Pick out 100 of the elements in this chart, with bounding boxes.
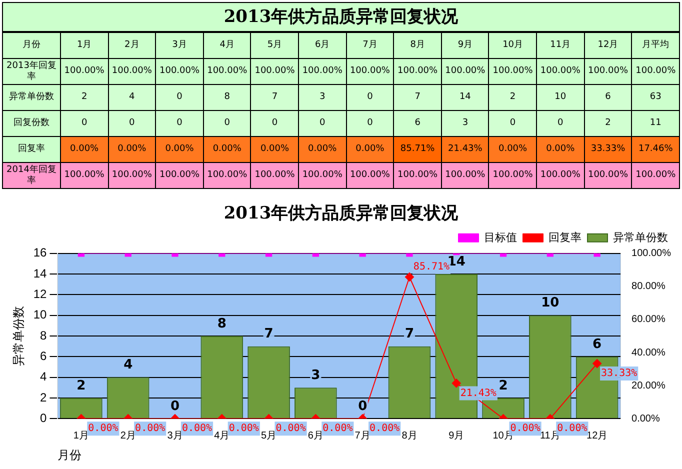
x-tick-label: 6月 [308, 430, 324, 442]
x-tick-label: 12月 [586, 430, 608, 442]
point [452, 378, 461, 388]
data-label: 100.00% [441, 58, 489, 84]
data-label: 3 [441, 110, 489, 136]
data-label: 6 [584, 84, 632, 110]
data-label: 0.00% [346, 136, 394, 162]
legend-label: 异常单份数 [613, 230, 668, 244]
y-tick-label: 12 [33, 287, 48, 302]
data-label: 0.00% [156, 136, 204, 162]
x-axis-title: 月份 [58, 448, 82, 462]
x-tick-label: 5月 [261, 430, 277, 442]
data-label: 100.00% [108, 58, 156, 84]
x-tick-label: 4月 [214, 430, 230, 442]
data-label: 85.71% [413, 262, 450, 273]
data-label: 0.00% [108, 136, 156, 162]
data-label: 100.00% [584, 58, 632, 84]
data-label: 33.33% [584, 136, 632, 162]
x-tick-label: 5月 [250, 32, 299, 58]
y-tick-label: 6 [40, 348, 48, 363]
x-tick-label: 4月 [203, 32, 251, 58]
data-label: 100.00% [441, 162, 489, 188]
data-label: 10 [536, 84, 584, 110]
x-tick-label: 3月 [156, 32, 204, 58]
data-label: 100.00% [536, 58, 584, 84]
data-label: 0.00% [322, 423, 353, 434]
x-tick-label: 8月 [394, 32, 442, 58]
point [592, 359, 602, 368]
data-label: 63 [632, 84, 680, 110]
y-tick-label: 回复份数 [2, 110, 60, 136]
x-tick-label: 9月 [441, 32, 489, 58]
y2-tick-label: 40.00% [632, 347, 666, 358]
data-label: 0.00% [250, 136, 299, 162]
data-label: 17.46% [632, 136, 680, 162]
x-tick-label: 月平均 [632, 32, 680, 58]
y-tick-label: 10 [33, 308, 48, 322]
data-label: 0 [156, 110, 204, 136]
x-tick-label: 8月 [402, 430, 418, 442]
x-tick-label: 2月 [108, 32, 156, 58]
data-label: 0.00% [370, 423, 400, 434]
data-label: 0 [203, 110, 251, 136]
data-label: 0.00% [60, 136, 108, 162]
data-label: 0.00% [182, 423, 212, 434]
x-tick-label: 11月 [536, 32, 584, 58]
data-label: 100.00% [298, 162, 346, 188]
data-label: 0 [358, 398, 368, 414]
data-label: 100.00% [156, 162, 204, 188]
data-label: 0 [536, 110, 584, 136]
data-label: 100.00% [60, 58, 108, 84]
data-label: 100.00% [584, 162, 632, 188]
y-tick-label: 回复率 [2, 136, 60, 162]
data-label: 6 [394, 110, 442, 136]
data-label: 4 [108, 84, 156, 110]
y2-tick-label: 0.00% [632, 413, 660, 424]
data-label: 10 [541, 296, 560, 311]
data-label: 100.00% [346, 58, 394, 84]
data-label: 0 [346, 110, 394, 136]
data-label: 0.00% [228, 423, 259, 434]
y-tick-label: 14 [33, 266, 48, 280]
data-label: 2 [488, 84, 537, 110]
y2-tick-label: 80.00% [632, 281, 666, 292]
data-label: 0.00% [298, 136, 346, 162]
y2-tick-label: 100.00% [632, 248, 672, 260]
data-label: 100.00% [156, 58, 204, 84]
x-tick-label: 2月 [120, 430, 136, 442]
data-label: 0.00% [536, 136, 584, 162]
data-label: 21.43% [460, 388, 496, 399]
data-label: 100.00% [298, 58, 346, 84]
data-label: 2 [76, 378, 86, 394]
data-label: 2 [584, 110, 632, 136]
x-tick-label: 12月 [584, 32, 632, 58]
data-label: 0.00% [135, 423, 166, 434]
data-label: 100.00% [203, 58, 251, 84]
data-label: 0 [156, 84, 204, 110]
y-tick-label: 2013年回复率 [2, 58, 60, 84]
data-label: 21.43% [441, 136, 489, 162]
y-tick-label: 16 [33, 246, 48, 260]
data-label: 100.00% [108, 162, 156, 188]
data-label: 0 [298, 110, 346, 136]
data-label: 100.00% [60, 162, 108, 188]
x-tick-label: 7月 [354, 430, 370, 442]
data-label: 100.00% [488, 162, 537, 188]
data-label: 100.00% [488, 58, 537, 84]
data-label: 14 [441, 84, 489, 110]
x-tick-label: 1月 [60, 32, 108, 58]
data-label: 100.00% [632, 162, 680, 188]
point [404, 272, 414, 282]
data-label: 8 [203, 84, 251, 110]
data-label: 100.00% [250, 162, 299, 188]
chart-title: 2013年供方品质异常回复状况 [2, 2, 680, 32]
data-label: 0 [170, 398, 180, 414]
data-label: 0.00% [203, 136, 251, 162]
data-label: 0.00% [276, 423, 306, 434]
data-label: 0 [250, 110, 299, 136]
y2-tick-label: 20.00% [632, 380, 666, 392]
data-label: 0 [60, 110, 108, 136]
data-label: 7 [264, 326, 274, 342]
y2-tick-label: 60.00% [632, 314, 666, 326]
y-tick-label: 异常单份数 [2, 84, 60, 110]
data-label: 33.33% [601, 368, 638, 380]
